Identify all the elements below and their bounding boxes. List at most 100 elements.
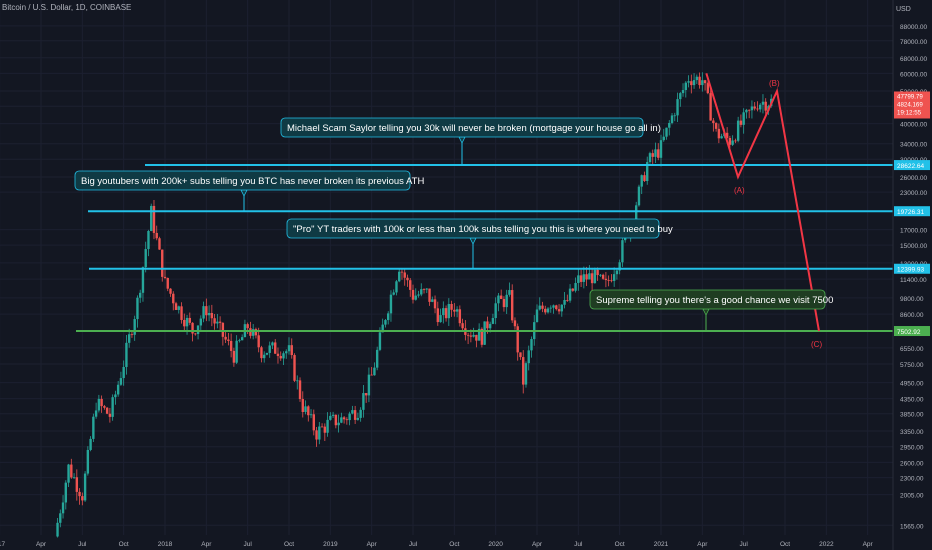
price-tick-label: 17000.00 [900,228,927,235]
level-price-label: 12399.93 [897,267,924,274]
candle-body [439,315,442,323]
price-tick-label: 34000.00 [900,142,927,149]
candle-body [756,108,759,110]
candle-body [260,347,263,359]
candle-body [348,413,351,421]
candle-body [155,232,158,239]
candle-body [516,326,519,353]
candle-body [698,76,701,86]
abc-projection-line[interactable] [705,73,820,332]
candle-body [342,417,346,420]
candle-body [646,162,649,181]
time-axis[interactable]: 017 Apr Jul Oct 2018 Apr Jul Oct 2019 Apr Jul Oct 20… [0,541,874,548]
candle-body [601,274,605,279]
candle-body [442,308,445,316]
level-price-label: 19726.31 [897,209,924,216]
candle-body [183,319,186,327]
candle-body [240,337,244,341]
candle-body [89,438,92,450]
candle-body [486,321,489,329]
price-tick-label: 26000.00 [900,175,927,182]
candle-body [337,422,340,426]
candle-body [431,299,434,302]
time-tick-label: Apr [36,541,47,548]
candle-body [293,355,296,381]
price-tick-label: 4950.00 [900,381,924,388]
candle-body [158,238,161,250]
candle-body [734,140,737,142]
price-axis[interactable]: 88000.0078000.0068000.0060000.0052000.00… [892,0,932,550]
price-tick-label: 4350.00 [900,397,924,404]
candle-body [717,128,721,139]
candle-body [585,274,588,280]
candle-body [488,323,492,329]
candle-body [610,280,613,282]
level-price-tag[interactable] [894,160,930,171]
candle-body [703,80,707,84]
level-price-tag[interactable] [894,206,930,217]
candle-body [618,262,621,271]
candle-body [687,81,690,83]
candle-body [235,340,238,363]
candle-body [122,366,125,379]
candle-body [472,334,475,337]
candle-body [538,305,541,310]
candle-body [425,288,428,290]
candle-body [263,354,266,359]
candle-body [119,378,123,385]
candle-body [141,267,145,293]
candle-body [579,275,583,282]
price-tick-label: 78000.00 [900,39,927,46]
horizontal-levels[interactable] [76,164,893,333]
candle-body [491,318,495,324]
callout-box[interactable] [589,289,826,310]
current-price-tag[interactable] [894,91,930,119]
candle-body [136,297,139,320]
candle-body [320,426,324,428]
candle-body [111,397,114,417]
candle-body [549,307,552,309]
level-price-tag[interactable] [894,263,930,274]
candle-body [290,345,293,356]
callout-box[interactable] [74,170,411,191]
candle-body [326,419,329,433]
candle-body [108,413,112,417]
candle-body [216,321,219,324]
candle-body [673,115,676,117]
candle-body [70,464,73,478]
candle-body [764,101,767,111]
candle-body [417,294,420,296]
candle-body [712,120,715,124]
candle-body [130,334,134,336]
wave-projection[interactable]: (A) (B) (C) [705,73,822,349]
candle-body [422,289,426,290]
candle-body [555,305,558,310]
candle-body [367,374,371,396]
callout-box[interactable] [286,218,660,239]
candle-body [177,306,180,310]
candle-body [340,417,343,423]
time-tick-label: 2020 [488,541,503,548]
candle-body [657,149,660,158]
candle-body [257,335,260,348]
candle-body [541,305,544,309]
candle-body [323,426,327,433]
candle-body [450,303,453,310]
candle-body [384,320,387,325]
candle-body [218,321,222,323]
level-price-tag[interactable] [894,326,930,337]
candle-body [61,502,65,514]
callouts[interactable]: Michael Scam Saylor telling you 30k will… [74,117,833,332]
candle-body [232,350,236,363]
candle-body [745,109,748,113]
candle-body [351,410,354,414]
callout-box[interactable] [280,117,644,138]
candle-body [191,322,194,334]
callout-tail [469,237,477,245]
candle-body [453,309,456,312]
candle-body [188,317,191,323]
candle-body [169,288,172,294]
candle-body [461,323,464,329]
candle-body [287,345,291,352]
